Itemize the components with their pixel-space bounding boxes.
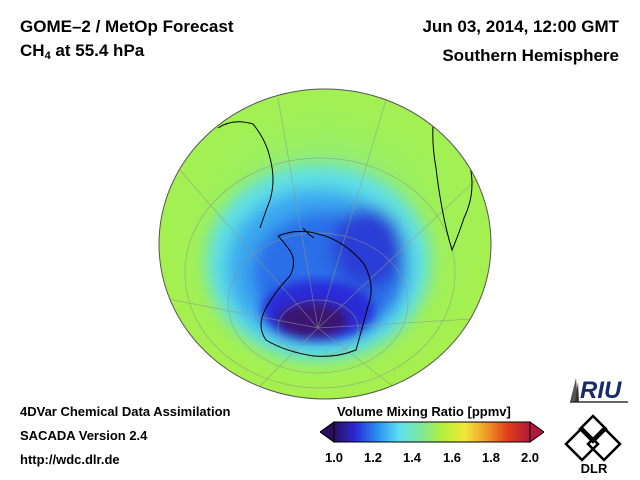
footer-version: SACADA Version 2.4 xyxy=(20,428,148,443)
colorbar-tick: 1.4 xyxy=(402,450,422,465)
colorbar-gradient xyxy=(333,421,531,443)
colorbar xyxy=(320,421,544,443)
colorbar-tick: 1.8 xyxy=(481,450,501,465)
dlr-logo-text: DLR xyxy=(581,461,608,476)
footer-url[interactable]: http://wdc.dlr.de xyxy=(20,452,120,467)
colorbar-title: Volume Mixing Ratio [ppmv] xyxy=(337,404,511,419)
pressure-level: at 55.4 hPa xyxy=(50,41,145,60)
colorbar-tick: 1.0 xyxy=(324,450,344,465)
colorbar-tick: 1.2 xyxy=(363,450,383,465)
colorbar-high-arrow xyxy=(529,421,544,443)
colorbar-tick: 1.6 xyxy=(442,450,462,465)
riu-logo: RIU xyxy=(570,377,628,404)
hemisphere-label: Southern Hemisphere xyxy=(442,46,619,65)
subtitle-species-level: CH4 at 55.4 hPa xyxy=(20,41,144,62)
footer-method: 4DVar Chemical Data Assimilation xyxy=(20,404,231,419)
forecast-datetime: Jun 03, 2014, 12:00 GMT xyxy=(422,17,619,36)
dlr-logo: DLR xyxy=(564,414,622,476)
species-name: CH xyxy=(20,41,45,60)
riu-logo-text: RIU xyxy=(580,377,622,404)
species-subscript: 4 xyxy=(44,50,51,62)
colorbar-low-arrow xyxy=(320,421,335,443)
globe-map xyxy=(158,88,492,400)
title: GOME–2 / MetOp Forecast xyxy=(20,17,234,36)
colorbar-tick: 2.0 xyxy=(520,450,540,465)
